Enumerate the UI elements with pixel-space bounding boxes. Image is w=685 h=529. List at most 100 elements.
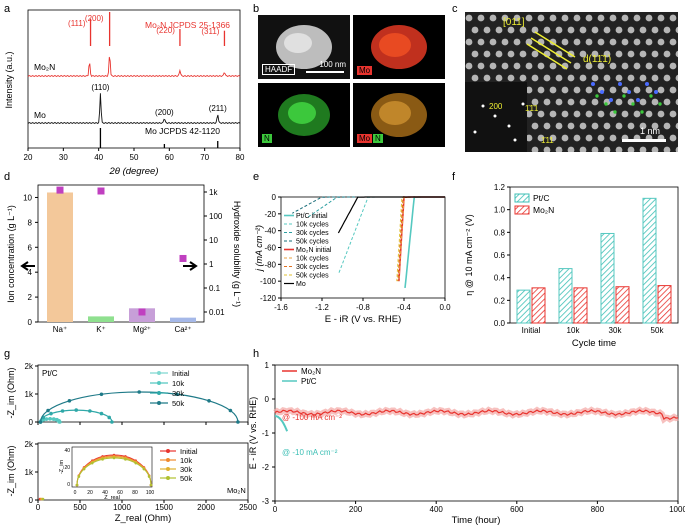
lattice-atom: [489, 62, 497, 70]
x-tick-label-h: 400: [430, 505, 444, 514]
y2-tick-label-d: 1: [209, 260, 214, 269]
lattice-atom: [633, 62, 641, 70]
zone-axis-label: [011]: [503, 17, 525, 28]
legend-g-top-label: 10k: [172, 379, 184, 388]
panel-h-frame: [274, 364, 679, 502]
lattice-atom: [621, 14, 629, 22]
lattice-atom: [609, 134, 617, 142]
lattice-atom: [657, 14, 665, 22]
legend-ptc-label: Pt/C: [533, 193, 550, 203]
lattice-atom: [633, 38, 641, 46]
x-tick-label-g: 2500: [239, 503, 257, 512]
inset-x-tick-label: 80: [132, 490, 138, 496]
lattice-atom: [603, 50, 611, 58]
legend-e-label: 50k cycles: [296, 239, 329, 246]
y2-tick-label-d: 10: [209, 236, 218, 245]
nyquist-point-ptc: [49, 411, 53, 416]
inset-x-tick-label: 0: [74, 490, 77, 496]
y-tick-label-e: -40: [264, 227, 276, 236]
lattice-atom: [615, 122, 623, 130]
bar-mo2n: [573, 287, 588, 324]
nyquist-point-ptc: [107, 415, 112, 420]
lattice-atom: [651, 74, 659, 82]
lattice-atom: [657, 110, 665, 118]
lattice-atom: [579, 146, 587, 152]
panel-e: j (mA cm⁻²) E - iR (V vs. RHE) -1.6 -1.2 -…: [254, 193, 451, 325]
lattice-atom: [495, 26, 503, 34]
lattice-atom: [675, 98, 678, 106]
fft-spot: [493, 114, 497, 118]
ion-bar: [170, 317, 196, 322]
lattice-fringe-line: [534, 31, 576, 58]
legend-h-mo2n-label: Mo₂N: [301, 367, 321, 376]
lattice-atom: [585, 134, 593, 142]
lattice-atom: [531, 50, 539, 58]
lattice-atom: [507, 74, 515, 82]
panel-h-xlabel: Time (hour): [452, 515, 501, 526]
arrow-left-axis: [20, 261, 35, 271]
lattice-atom: [651, 26, 659, 34]
x-tick-label-e: -0.4: [397, 303, 411, 312]
overlay-n-atom: [613, 110, 617, 114]
lattice-atom: [585, 14, 593, 22]
panel-h-ylabel: E - iR (V vs. RHE): [248, 397, 258, 470]
lattice-atom: [525, 14, 533, 22]
bar-ptc: [516, 289, 531, 324]
lattice-atom: [609, 14, 617, 22]
series-mo-hkl: (200): [155, 108, 174, 117]
legend-e-label: 30k cycles: [296, 230, 329, 237]
x-tick-label-h: 200: [349, 505, 363, 514]
lattice-atom: [639, 74, 647, 82]
x-tick-label-d: Mg²⁺: [133, 325, 151, 334]
x-tick-label-h: 0: [273, 505, 278, 514]
lattice-atom: [567, 98, 575, 106]
lattice-atom: [639, 146, 647, 152]
panel-a-ylabel: Intensity (a.u.): [4, 51, 14, 108]
lattice-atom: [549, 134, 557, 142]
lattice-atom: [543, 26, 551, 34]
series-mo-hkl: (110): [91, 83, 109, 92]
y2-tick-label-d: 0.01: [209, 308, 225, 317]
legend-g-bottom-label: 50k: [180, 474, 192, 483]
nyquist-point-mo2n: [77, 475, 81, 478]
lattice-atom: [627, 50, 635, 58]
overlay-mo-atom: [636, 98, 640, 102]
x-tick-label-a: 40: [94, 153, 103, 162]
legend-g-bottom-label: Initial: [180, 447, 198, 456]
y-tick-label-d: 6: [28, 243, 33, 252]
lattice-atom: [657, 38, 665, 46]
legend-e-label: 10k cycles: [296, 222, 329, 229]
lattice-atom: [591, 50, 599, 58]
ref-mo2n-hkl: (220): [156, 26, 175, 35]
y2-tick-label-d: 0.1: [209, 284, 221, 293]
polarization-curve: [337, 196, 445, 275]
x-tick-label-d: K⁺: [96, 325, 106, 334]
lattice-atom: [669, 14, 677, 22]
annotation-ptc: @ -10 mA cm⁻²: [282, 448, 338, 457]
mo-map-image: Mo: [353, 15, 445, 79]
lattice-atom: [483, 74, 491, 82]
lattice-atom: [531, 74, 539, 82]
lattice-atom: [489, 38, 497, 46]
inset-y-tick-label: 40: [64, 448, 70, 454]
polarization-curve: [398, 196, 445, 282]
x-tick-label-g: 2000: [197, 503, 215, 512]
nyquist-point-mo2n: [101, 458, 104, 461]
lattice-atom: [639, 50, 647, 58]
nyquist-point-ptc: [44, 417, 49, 421]
legend-e-label: 30k cycles: [296, 264, 329, 271]
lattice-atom: [675, 50, 678, 58]
solubility-square: [97, 187, 105, 195]
lattice-atom: [549, 14, 557, 22]
x-tick-label-d: Ca²⁺: [174, 325, 191, 334]
mo-map-label: Mo: [357, 66, 373, 75]
hrtem-scalebar-label: 1 nm: [639, 126, 660, 136]
lattice-atom: [525, 134, 533, 142]
mo2n-stability-line: [274, 409, 679, 421]
lattice-atom: [561, 134, 569, 142]
lattice-atom: [567, 74, 575, 82]
legend-g-top-label: 50k: [172, 399, 184, 408]
x-tick-label-f: 30k: [609, 326, 623, 335]
panel-letter-f: f: [452, 171, 456, 183]
lattice-atom: [495, 74, 503, 82]
